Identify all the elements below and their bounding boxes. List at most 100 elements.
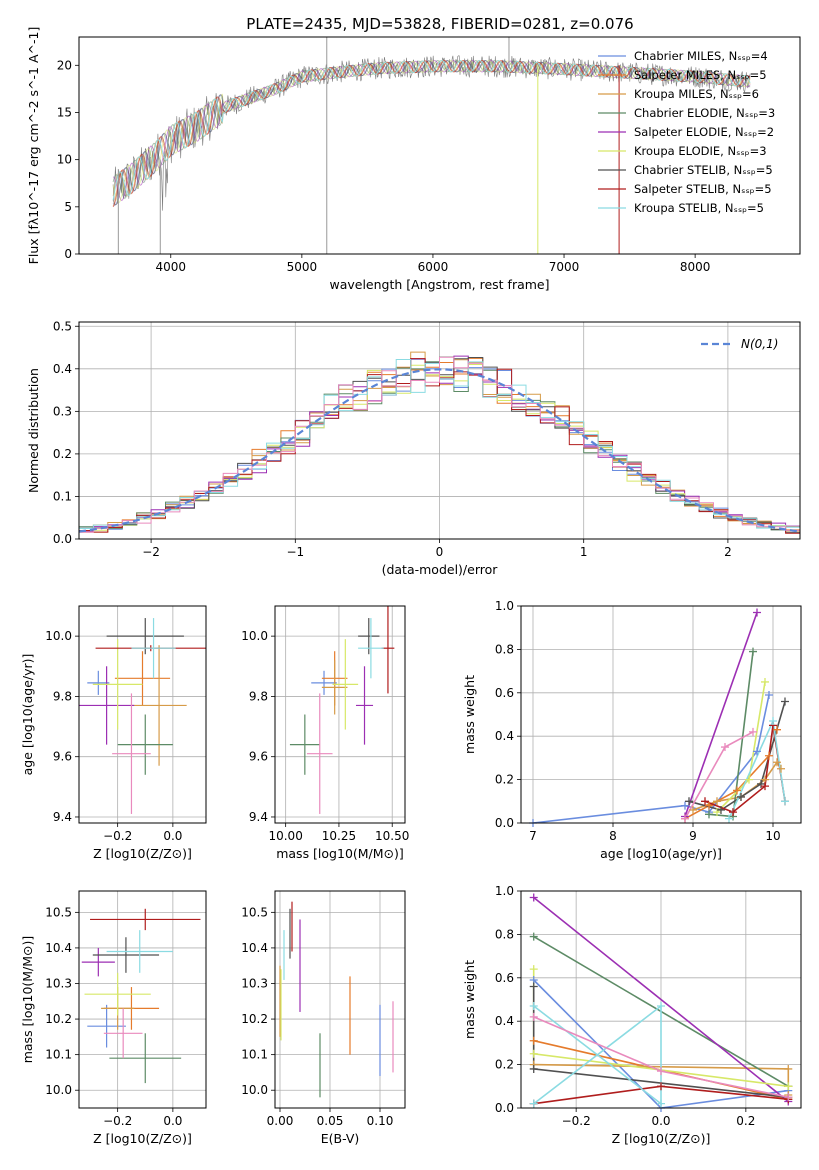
plot-area — [112, 37, 751, 254]
x-tick-label: 0.00 — [267, 1114, 294, 1128]
mass-weight-marker — [769, 717, 777, 726]
y-tick-label: 0.8 — [495, 642, 514, 656]
y-tick-label: 9.6 — [53, 750, 72, 764]
legend: Chabrier MILES, Nₛₛₚ=4 Salpeter MILES, Nₛ… — [598, 49, 775, 215]
x-tick-label: 10.25 — [322, 829, 356, 843]
mass-weight-line — [684, 612, 758, 817]
mass-weight-marker — [729, 808, 737, 817]
y-tick-label: 10.0 — [241, 629, 268, 643]
x-tick-label: 5000 — [287, 260, 318, 274]
y-tick-label: 0.2 — [495, 773, 514, 787]
mass-weight-marker — [773, 725, 781, 734]
x-axis-label: (data-model)/error — [382, 562, 499, 577]
x-tick-label: 0.05 — [317, 1114, 344, 1128]
mass-weight-marker — [529, 982, 538, 991]
legend-entry: Kroupa MILES, Nₛₛₚ=6 — [634, 87, 759, 101]
axes-frame — [78, 36, 801, 255]
mass-weight-marker — [781, 797, 789, 806]
mass-weight-marker — [773, 758, 781, 767]
plot-area — [279, 901, 394, 1098]
x-tick-label: 2 — [724, 545, 732, 559]
mass-weight-marker — [529, 1099, 538, 1108]
y-tick-label: 10.1 — [45, 1048, 72, 1062]
mass-weight-marker — [753, 747, 761, 756]
model-spectrum-line — [112, 60, 751, 206]
y-tick-label: 0.1 — [53, 489, 72, 503]
x-tick-label: 7 — [529, 829, 537, 843]
mass-weight-marker — [765, 690, 773, 699]
y-axis-label: mass weight — [462, 960, 477, 1039]
mass-weight-marker — [529, 1002, 538, 1011]
mass-weight-marker — [529, 1012, 538, 1021]
y-tick-label: 5 — [64, 200, 72, 214]
y-tick-label: 10.4 — [45, 941, 72, 955]
y-tick-label: 1.0 — [495, 884, 514, 898]
x-tick-label: 0.10 — [367, 1114, 394, 1128]
mass-weight-line — [533, 979, 789, 1108]
mass-weight-marker — [529, 965, 538, 974]
figure-title: PLATE=2435, MJD=53828, FIBERID=0281, z=0… — [246, 15, 633, 33]
mass-weight-marker — [749, 647, 757, 656]
mass-weight-line — [708, 651, 754, 818]
x-tick-label: 8 — [609, 829, 617, 843]
mass-weight-marker — [733, 786, 741, 795]
mass-weight-marker — [784, 1064, 793, 1073]
axes-frame — [78, 890, 207, 1109]
y-tick-label: 0.4 — [495, 729, 514, 743]
mass-weight-marker — [657, 1099, 665, 1108]
x-axis-label: age [log10(age/yr)] — [600, 846, 722, 861]
y-tick-label: 0 — [64, 247, 72, 261]
mass-weight-marker — [701, 797, 709, 806]
y-tick-label: 10.5 — [45, 905, 72, 919]
x-tick-label: 8000 — [680, 260, 711, 274]
mass-weight-marker — [761, 677, 769, 686]
x-axis-label: wavelength [Angstrom, rest frame] — [329, 277, 549, 292]
mass-weight-marker — [737, 792, 745, 801]
plot-age-vs-Z: −0.2 0.0 9.4 9.6 9.8 10.0 Z [log10(Z/Z⊙)] age [… — [20, 605, 207, 861]
y-tick-label: 9.4 — [53, 810, 72, 824]
plot-weight-vs-Z: −0.2 0.0 0.2 0.0 0.2 0.4 0.6 0.8 1.0 Z [log10(Z/Z… — [462, 884, 802, 1146]
plot-spectrum: 4000 5000 6000 7000 8000 0 5 10 15 20 wavelength [… — [26, 27, 801, 292]
mass-weight-marker — [717, 805, 725, 814]
y-tick-label: 0.5 — [53, 319, 72, 333]
legend-entry: Chabrier MILES, Nₛₛₚ=4 — [634, 49, 768, 63]
mass-weight-marker — [685, 797, 693, 806]
x-tick-label: 0.2 — [736, 1114, 755, 1128]
y-tick-label: 0.0 — [53, 532, 72, 546]
y-tick-label: 10.2 — [241, 1012, 268, 1026]
mass-weight-marker — [529, 1064, 538, 1073]
x-tick-label: 4000 — [155, 260, 186, 274]
mass-weight-marker — [681, 814, 689, 823]
y-axis-label: Normed distribution — [26, 368, 41, 493]
y-tick-label: 0.8 — [495, 927, 514, 941]
y-tick-label: 0.6 — [495, 686, 514, 700]
model-spectrum-line — [112, 60, 751, 201]
plot-age-vs-mass: 10.00 10.25 10.50 9.4 9.6 9.8 10.0 mass [log10(… — [241, 605, 409, 861]
axes-frame — [274, 890, 406, 1109]
mass-weight-marker — [761, 782, 769, 791]
plot-area — [532, 612, 786, 823]
x-tick-label: 1 — [580, 545, 588, 559]
y-tick-label: 0.2 — [495, 1058, 514, 1072]
x-tick-label: 0.0 — [651, 1114, 670, 1128]
y-tick-label: 10.3 — [45, 976, 72, 990]
legend-entry: Kroupa STELIB, Nₛₛₚ=5 — [634, 201, 764, 215]
x-axis-label: mass [log10(M/M⊙)] — [276, 846, 404, 861]
y-tick-label: 9.8 — [53, 689, 72, 703]
mass-weight-marker — [753, 608, 761, 617]
mass-weight-marker — [705, 810, 713, 819]
mass-weight-marker — [725, 814, 733, 823]
y-tick-label: 0.3 — [53, 404, 72, 418]
mass-weight-marker — [745, 775, 753, 784]
mass-weight-marker — [781, 697, 789, 706]
mass-weight-marker — [529, 1049, 538, 1058]
legend-entry: Salpeter MILES, Nₛₛₚ=5 — [634, 68, 767, 82]
y-tick-label: 10.4 — [241, 941, 268, 955]
legend-entry: Kroupa ELODIE, Nₛₛₚ=3 — [634, 144, 767, 158]
x-tick-label: 9 — [689, 829, 697, 843]
legend-entry: Chabrier ELODIE, Nₛₛₚ=3 — [634, 106, 775, 120]
y-tick-label: 9.6 — [249, 750, 268, 764]
x-tick-label: 10 — [765, 829, 780, 843]
plot-area — [81, 908, 201, 1084]
legend-entry: Salpeter STELIB, Nₛₛₚ=5 — [634, 182, 772, 196]
